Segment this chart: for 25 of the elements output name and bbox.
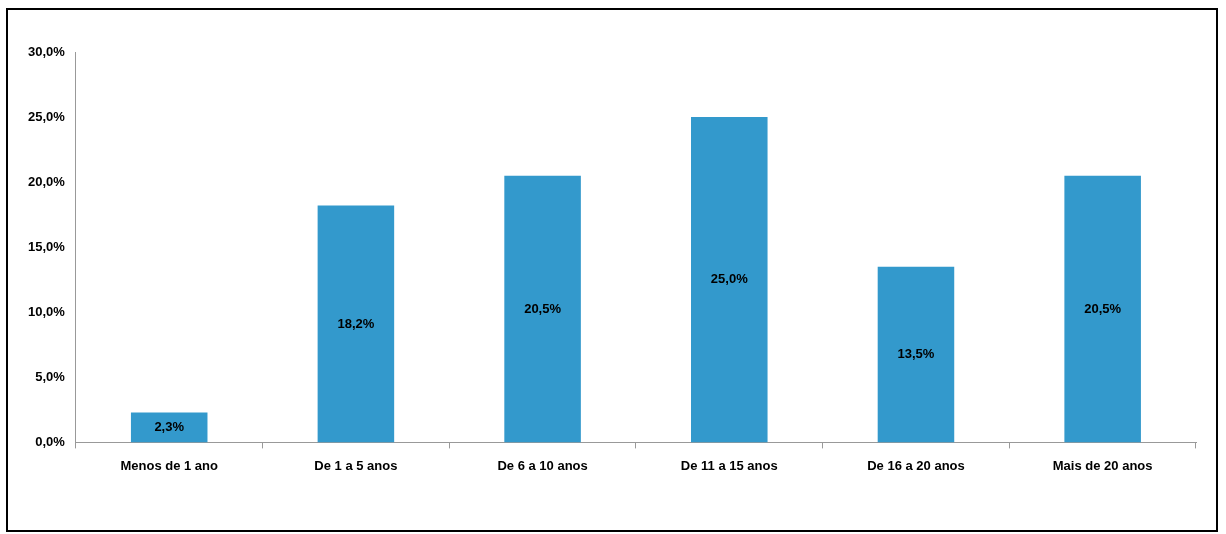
- bar: [130, 412, 208, 443]
- y-tick-label: 15,0%: [27, 238, 66, 254]
- y-tick-label: 5,0%: [35, 368, 66, 384]
- y-tick-label: 10,0%: [27, 303, 66, 319]
- x-tick-label: De 11 a 15 anos: [680, 457, 778, 473]
- y-tick-label: 0,0%: [35, 433, 66, 449]
- data-label: 20,5%: [1084, 300, 1122, 316]
- x-tick-label: De 1 a 5 anos: [314, 457, 398, 473]
- bar: [691, 117, 768, 443]
- x-tick-label: Menos de 1 ano: [120, 457, 219, 473]
- data-label: 25,0%: [710, 271, 749, 287]
- x-tick-label: De 16 a 20 anos: [867, 457, 965, 473]
- data-label: 20,5%: [524, 300, 562, 316]
- data-label: 2,3%: [154, 419, 185, 435]
- data-label: 18,2%: [337, 315, 375, 331]
- y-tick-label: 30,0%: [27, 43, 66, 59]
- bar: [317, 205, 395, 443]
- bar: [504, 175, 581, 443]
- x-tick-label: De 6 a 10 anos: [497, 457, 588, 473]
- bar: [877, 266, 955, 443]
- x-tick-label: Mais de 20 anos: [1052, 457, 1153, 473]
- y-tick-label: 20,0%: [27, 173, 66, 189]
- data-label: 13,5%: [897, 346, 935, 362]
- bar: [1064, 175, 1141, 443]
- y-tick-label: 25,0%: [27, 108, 66, 124]
